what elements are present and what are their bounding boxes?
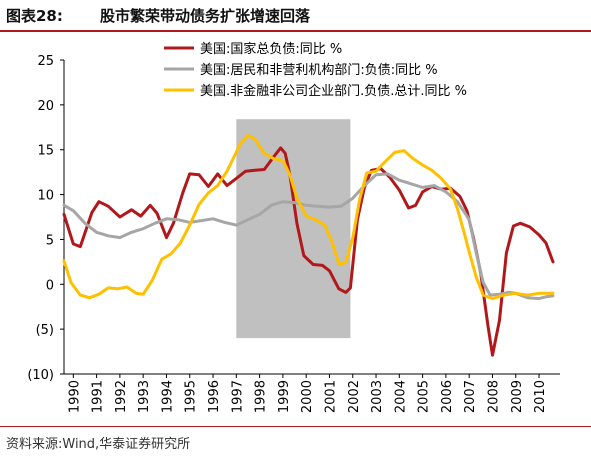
y-tick-label: 5 <box>46 233 54 248</box>
legend-label-2: 美国:居民和非营利机构部门:负债:同比 % <box>200 63 438 78</box>
chart-title: 股市繁荣带动债务扩张增速回落 <box>100 7 311 25</box>
y-tick-label: (10) <box>27 368 54 383</box>
y-tick-label: (5) <box>36 323 54 338</box>
x-tick-label: 2002 <box>347 380 362 413</box>
source-note: 资料来源:Wind,华泰证券研究所 <box>6 437 191 452</box>
y-tick-label: 20 <box>37 99 54 114</box>
x-tick-label: 1995 <box>184 380 199 413</box>
x-tick-label: 2000 <box>300 380 315 413</box>
series-line-2 <box>62 172 555 301</box>
series-layer <box>62 133 555 357</box>
x-tick-label: 2001 <box>323 380 338 413</box>
y-tick-label: 10 <box>37 189 54 204</box>
title-bar: 图表28: 股市繁荣带动债务扩张增速回落 <box>0 0 591 30</box>
line-chart: 25 20 15 10 5 0 (5) (10) 1990 1991 1992 1993 1994 199… <box>27 41 560 413</box>
series-line-3 <box>62 133 555 301</box>
x-tick-label: 1999 <box>277 380 292 413</box>
x-tick-label: 1993 <box>137 380 152 413</box>
footer-divider <box>0 426 591 427</box>
x-tick-label: 1994 <box>160 380 175 413</box>
x-tick-label: 2008 <box>486 380 501 413</box>
x-tick-label: 2010 <box>533 380 548 413</box>
legend-label-3: 美国.非金融非公司企业部门.负债.总计.同比 % <box>200 83 467 99</box>
y-tick-label: 0 <box>46 278 54 293</box>
figure-label: 图表28: <box>6 7 63 25</box>
x-tick-label: 1997 <box>230 380 245 413</box>
legend: 美国:国家总负债:同比 % 美国:居民和非营利机构部门:负债:同比 % 美国.非金融… <box>164 41 467 99</box>
y-tick-label: 25 <box>37 54 54 69</box>
x-tick-label: 2005 <box>417 380 432 413</box>
x-tick-label: 1992 <box>114 380 129 413</box>
x-tick-label: 1998 <box>254 380 269 413</box>
x-tick-label: 2004 <box>393 380 408 413</box>
axis-layer: 25 20 15 10 5 0 (5) (10) 1990 1991 1992 1993 1994 199… <box>27 54 560 413</box>
shaded-period-layer <box>236 119 351 339</box>
y-tick-label: 15 <box>37 144 54 159</box>
shaded-period <box>236 119 351 339</box>
title-divider <box>0 30 591 32</box>
x-tick-label: 1990 <box>67 380 82 413</box>
x-tick-label: 2007 <box>463 380 478 413</box>
x-tick-label: 1991 <box>91 380 106 413</box>
x-tick-label: 2003 <box>370 380 385 413</box>
legend-label-1: 美国:国家总负债:同比 % <box>200 41 342 57</box>
x-tick-label: 2006 <box>440 380 455 413</box>
x-tick-label: 1996 <box>207 380 222 413</box>
x-tick-label: 2009 <box>510 380 525 413</box>
